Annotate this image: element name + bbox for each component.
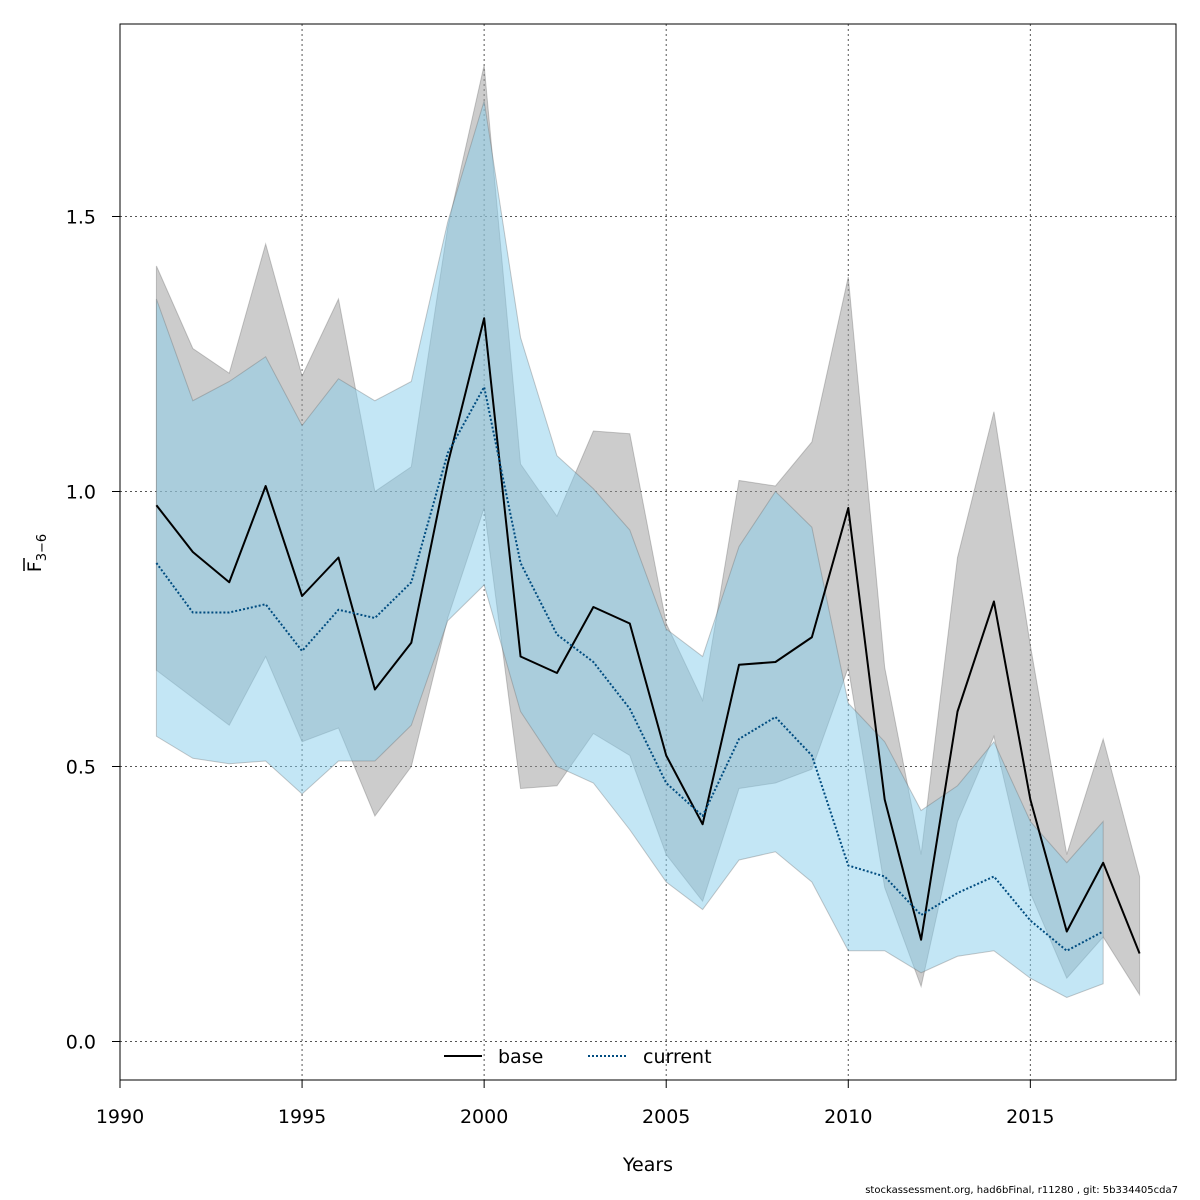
y-tick-label: 0.5 xyxy=(66,757,96,779)
confidence-bands xyxy=(155,65,1141,999)
x-axis-title: Years xyxy=(622,1154,673,1176)
series-line-base xyxy=(155,317,1141,954)
x-tick-label: 2010 xyxy=(824,1106,872,1128)
x-tick-label: 1995 xyxy=(278,1106,326,1128)
series-line-current xyxy=(155,386,1104,952)
legend: base current xyxy=(444,1046,712,1068)
legend-label-current: current xyxy=(643,1046,712,1068)
x-tick-label: 2005 xyxy=(642,1106,690,1128)
svg-text:F3−6: F3−6 xyxy=(24,534,50,572)
y-tick-label: 1.5 xyxy=(66,207,96,229)
y-axis-title-main: F xyxy=(24,561,46,572)
legend-label-base: base xyxy=(498,1046,543,1068)
x-tick-label: 2000 xyxy=(460,1106,508,1128)
x-tick-label: 2015 xyxy=(1006,1106,1054,1128)
y-axis-title: F3−6 xyxy=(23,534,50,572)
series-lines xyxy=(155,317,1141,954)
confidence-band-current xyxy=(155,100,1104,999)
y-tick-label: 0.0 xyxy=(66,1032,96,1054)
x-tick-label: 1990 xyxy=(96,1106,144,1128)
axes: 1990 1995 2000 2005 2010 2015 0.0 0.5 1.0 1.5 xyxy=(66,207,1055,1129)
y-tick-label: 1.0 xyxy=(66,482,96,504)
footer-credit: stockassessment.org, had6bFinal, r11280 … xyxy=(865,1185,1178,1196)
y-axis-title-subscript: 3−6 xyxy=(35,534,50,561)
